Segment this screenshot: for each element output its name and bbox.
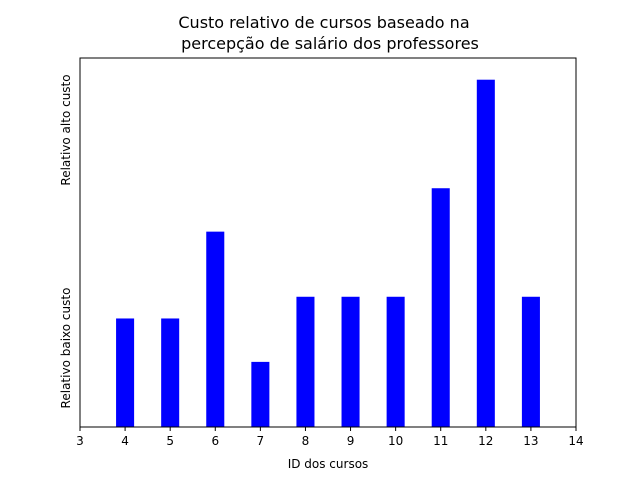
bar-7 [251, 361, 270, 427]
bar-10 [386, 296, 405, 427]
x-tick-label-14: 14 [568, 434, 583, 448]
chart-title-line-1: Custo relativo de cursos baseado na [178, 13, 469, 32]
x-tick-label-5: 5 [166, 434, 174, 448]
bar-4 [116, 318, 135, 427]
x-tick-label-13: 13 [523, 434, 538, 448]
bar-8 [296, 296, 315, 427]
bar-5 [161, 318, 180, 427]
bar-11 [431, 188, 450, 427]
x-tick-label-8: 8 [302, 434, 310, 448]
bar-9 [341, 296, 360, 427]
x-tick-label-7: 7 [257, 434, 265, 448]
x-tick-label-4: 4 [121, 434, 129, 448]
x-tick-label-10: 10 [388, 434, 403, 448]
x-tick-label-3: 3 [76, 434, 84, 448]
x-tick-label-9: 9 [347, 434, 355, 448]
bar-12 [476, 79, 495, 428]
y-axis-label-high: Relativo alto custo [59, 74, 73, 185]
bars-group [116, 79, 540, 428]
plot-area-frame [79, 57, 577, 428]
x-tick-label-12: 12 [478, 434, 493, 448]
y-axis-label-low: Relativo baixo custo [59, 288, 73, 409]
x-tick-label-6: 6 [211, 434, 219, 448]
x-axis-label: ID dos cursos [288, 457, 369, 471]
x-tick-label-11: 11 [433, 434, 448, 448]
bar-6 [206, 231, 225, 427]
chart-title-line-2: percepção de salário dos professores [181, 34, 479, 53]
x-axis-ticks: 3 4 5 6 7 8 9 10 11 12 13 14 [76, 427, 584, 448]
bar-13 [521, 296, 540, 427]
